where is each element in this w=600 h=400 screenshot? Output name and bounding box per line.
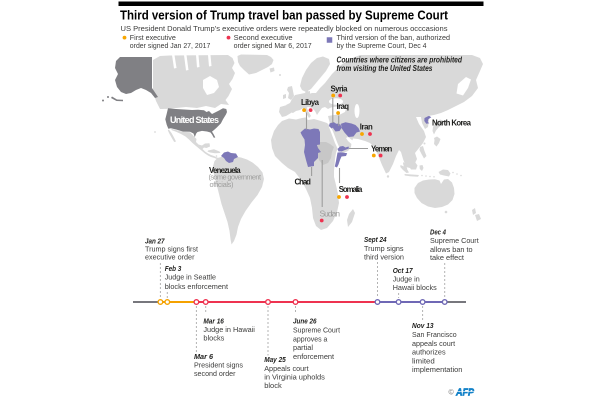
svg-text:AFP: AFP bbox=[455, 386, 475, 398]
svg-text:Second executive: Second executive bbox=[234, 33, 293, 42]
svg-text:North Korea: North Korea bbox=[432, 118, 472, 127]
svg-text:Syria: Syria bbox=[331, 85, 349, 94]
svg-text:Third version of Trump travel: Third version of Trump travel ban passed… bbox=[120, 8, 449, 23]
svg-text:limited: limited bbox=[412, 356, 435, 365]
svg-text:President signs: President signs bbox=[194, 361, 243, 370]
svg-text:Judge in: Judge in bbox=[393, 274, 420, 283]
svg-text:Judge in Hawaii: Judge in Hawaii bbox=[203, 325, 255, 334]
svg-text:Iran: Iran bbox=[360, 123, 373, 132]
svg-text:take effect: take effect bbox=[430, 253, 465, 262]
svg-text:Sudan: Sudan bbox=[320, 208, 341, 218]
svg-text:May 25: May 25 bbox=[264, 355, 286, 364]
svg-text:third version: third version bbox=[364, 252, 404, 261]
svg-text:Jan 27: Jan 27 bbox=[145, 236, 165, 245]
svg-text:Trump signs: Trump signs bbox=[364, 244, 404, 253]
svg-text:Hawaii blocks: Hawaii blocks bbox=[393, 283, 437, 292]
svg-text:Oct 17: Oct 17 bbox=[393, 266, 414, 275]
svg-text:implementation: implementation bbox=[412, 365, 462, 374]
svg-text:partial: partial bbox=[293, 343, 313, 352]
svg-text:Venezuela: Venezuela bbox=[209, 166, 241, 175]
svg-text:blocks enforcement: blocks enforcement bbox=[165, 282, 229, 291]
svg-text:Supreme Court: Supreme Court bbox=[430, 236, 479, 245]
svg-text:Iraq: Iraq bbox=[337, 102, 350, 111]
svg-text:US President Donald Trump’s ex: US President Donald Trump’s executive or… bbox=[121, 24, 448, 33]
svg-text:enforcement: enforcement bbox=[293, 352, 335, 361]
svg-text:in Virginia upholds: in Virginia upholds bbox=[264, 373, 325, 382]
svg-text:Libya: Libya bbox=[301, 98, 320, 107]
svg-text:block: block bbox=[264, 381, 282, 390]
svg-text:United States: United States bbox=[170, 115, 219, 125]
svg-text:second order: second order bbox=[194, 369, 236, 378]
svg-text:©: © bbox=[449, 388, 455, 396]
svg-text:(some government: (some government bbox=[209, 173, 262, 182]
svg-text:Countries where citizens are p: Countries where citizens are prohibited bbox=[337, 55, 463, 64]
svg-text:from visiting the United State: from visiting the United States bbox=[337, 64, 434, 73]
svg-text:authorizes: authorizes bbox=[412, 348, 446, 357]
svg-text:Yemen: Yemen bbox=[371, 145, 393, 154]
svg-text:Dec 4: Dec 4 bbox=[430, 227, 447, 236]
svg-text:appeals court: appeals court bbox=[412, 339, 456, 348]
svg-text:Supreme Court: Supreme Court bbox=[293, 326, 341, 335]
svg-text:Nov 13: Nov 13 bbox=[412, 321, 434, 330]
svg-text:allows ban to: allows ban to bbox=[430, 245, 473, 254]
svg-text:officials): officials) bbox=[210, 180, 234, 189]
svg-text:Third version of the ban, auth: Third version of the ban, authorized bbox=[337, 33, 451, 42]
svg-text:Mar 16: Mar 16 bbox=[203, 316, 224, 325]
svg-text:Mar 6: Mar 6 bbox=[194, 352, 214, 361]
svg-text:executive order: executive order bbox=[145, 253, 195, 262]
svg-text:Judge in Seattle: Judge in Seattle bbox=[165, 273, 216, 282]
svg-text:blocks: blocks bbox=[203, 333, 224, 342]
svg-text:June 26: June 26 bbox=[293, 317, 317, 326]
svg-text:Feb 3: Feb 3 bbox=[165, 264, 182, 273]
svg-text:Appeals court: Appeals court bbox=[264, 364, 309, 373]
svg-text:by the Supreme Court, Dec 4: by the Supreme Court, Dec 4 bbox=[337, 41, 428, 50]
svg-text:San Francisco: San Francisco bbox=[412, 330, 457, 339]
svg-text:First executive: First executive bbox=[130, 33, 176, 42]
svg-text:Somalia: Somalia bbox=[339, 185, 363, 194]
svg-text:Trump signs first: Trump signs first bbox=[145, 245, 199, 254]
svg-text:order signed Mar 6, 2017: order signed Mar 6, 2017 bbox=[234, 41, 312, 50]
svg-text:Sept 24: Sept 24 bbox=[364, 235, 387, 244]
svg-text:Chad: Chad bbox=[295, 178, 312, 187]
svg-text:order signed Jan 27, 2017: order signed Jan 27, 2017 bbox=[130, 41, 211, 50]
svg-text:approves a: approves a bbox=[293, 334, 328, 343]
